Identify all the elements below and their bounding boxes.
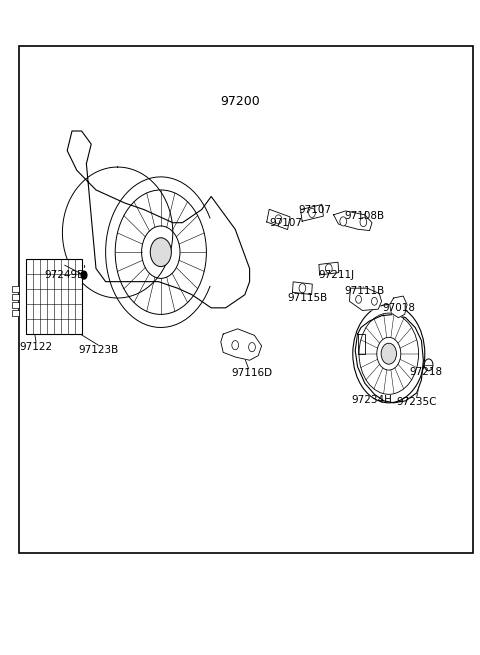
Circle shape bbox=[353, 305, 425, 403]
Polygon shape bbox=[292, 282, 312, 295]
Bar bbox=[12, 310, 19, 316]
Text: 97234H: 97234H bbox=[351, 394, 393, 405]
Bar bbox=[12, 286, 19, 292]
Circle shape bbox=[232, 341, 239, 350]
Text: 97211J: 97211J bbox=[318, 270, 354, 280]
Text: 97107: 97107 bbox=[269, 217, 302, 228]
Circle shape bbox=[356, 295, 361, 303]
Polygon shape bbox=[355, 314, 423, 403]
Text: 97249B: 97249B bbox=[45, 270, 85, 280]
Polygon shape bbox=[67, 131, 250, 308]
Circle shape bbox=[275, 215, 282, 224]
Text: 97107: 97107 bbox=[298, 204, 331, 215]
Polygon shape bbox=[300, 204, 324, 221]
Bar bbox=[26, 259, 82, 334]
Polygon shape bbox=[358, 334, 365, 354]
Polygon shape bbox=[319, 262, 339, 275]
Polygon shape bbox=[334, 211, 372, 231]
Circle shape bbox=[372, 297, 377, 305]
Text: 97123B: 97123B bbox=[78, 345, 119, 356]
Circle shape bbox=[381, 343, 396, 364]
Polygon shape bbox=[349, 288, 382, 310]
Circle shape bbox=[299, 284, 306, 293]
Circle shape bbox=[424, 359, 433, 371]
Circle shape bbox=[309, 208, 315, 217]
Text: 97122: 97122 bbox=[19, 342, 53, 352]
Text: 97235C: 97235C bbox=[396, 396, 437, 407]
Bar bbox=[12, 302, 19, 308]
Polygon shape bbox=[221, 329, 262, 360]
Polygon shape bbox=[267, 210, 290, 229]
Circle shape bbox=[360, 217, 367, 227]
Bar bbox=[19, 46, 473, 553]
Text: 97116D: 97116D bbox=[231, 368, 273, 379]
Text: 97115B: 97115B bbox=[287, 293, 327, 303]
Circle shape bbox=[249, 343, 255, 352]
Text: 97018: 97018 bbox=[382, 303, 415, 313]
Text: 97218: 97218 bbox=[409, 367, 443, 377]
Text: 97200: 97200 bbox=[220, 95, 260, 108]
Circle shape bbox=[325, 264, 332, 273]
Circle shape bbox=[150, 238, 171, 267]
Circle shape bbox=[81, 271, 87, 279]
Text: 97111B: 97111B bbox=[345, 286, 385, 297]
Text: 97108B: 97108B bbox=[345, 211, 385, 221]
Circle shape bbox=[340, 217, 347, 226]
Polygon shape bbox=[390, 296, 407, 318]
Bar bbox=[12, 294, 19, 300]
